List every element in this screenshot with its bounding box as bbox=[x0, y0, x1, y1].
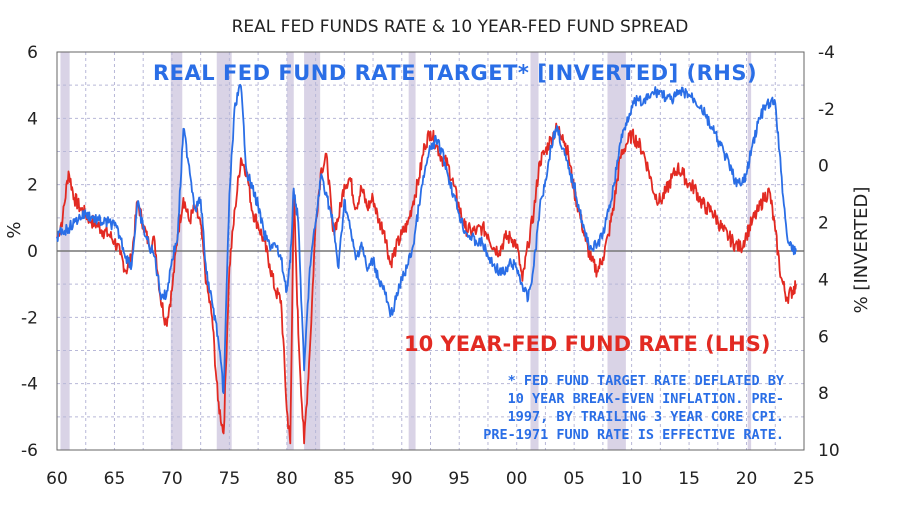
x-tick-label: 85 bbox=[333, 469, 355, 489]
series-layer bbox=[56, 83, 797, 445]
left-tick-label: 2 bbox=[27, 176, 38, 196]
right-tick-label: -2 bbox=[818, 100, 835, 120]
chart-title: REAL FED FUNDS RATE & 10 YEAR-FED FUND S… bbox=[232, 17, 689, 37]
x-tick-label: 15 bbox=[678, 469, 700, 489]
left-tick-label: 6 bbox=[27, 43, 38, 63]
right-tick-label: 8 bbox=[818, 384, 829, 404]
left-tick-label: -2 bbox=[21, 308, 38, 328]
series-line-real-fed-rate bbox=[56, 83, 797, 394]
right-tick-label: -4 bbox=[818, 43, 835, 63]
x-tick-label: 20 bbox=[736, 469, 758, 489]
left-tick-label: -6 bbox=[21, 441, 38, 461]
right-tick-label: 2 bbox=[818, 214, 829, 234]
x-tick-label: 75 bbox=[219, 469, 241, 489]
blue-series-label: REAL FED FUND RATE TARGET* [INVERTED] (R… bbox=[153, 61, 757, 85]
footnote-line-3: 1997, BY TRAILING 3 YEAR CORE CPI. bbox=[508, 409, 784, 425]
red-series-label: 10 YEAR-FED FUND RATE (LHS) bbox=[404, 332, 770, 356]
x-tick-label: 80 bbox=[276, 469, 298, 489]
left-tick-label: 4 bbox=[27, 109, 38, 129]
x-tick-label: 70 bbox=[161, 469, 183, 489]
left-tick-label: 0 bbox=[27, 242, 38, 262]
right-axis-ticks: -4 -2 0 2 4 6 8 10 bbox=[818, 43, 840, 461]
left-tick-label: -4 bbox=[21, 375, 38, 395]
x-tick-label: 95 bbox=[448, 469, 470, 489]
plot-frame bbox=[56, 51, 805, 451]
x-tick-label: 90 bbox=[391, 469, 413, 489]
x-tick-label: 05 bbox=[563, 469, 585, 489]
y-axis-label-left: % bbox=[4, 221, 25, 238]
x-tick-label: 10 bbox=[621, 469, 643, 489]
x-tick-label: 60 bbox=[46, 469, 68, 489]
footnote-line-1: * FED FUND TARGET RATE DEFLATED BY bbox=[508, 373, 785, 389]
x-axis-ticks: 60 65 70 75 80 85 90 95 00 05 10 15 20 25 bbox=[46, 469, 815, 489]
right-tick-label: 4 bbox=[818, 270, 829, 290]
right-tick-label: 10 bbox=[818, 441, 840, 461]
x-tick-label: 00 bbox=[506, 469, 528, 489]
left-axis-ticks: 6 4 2 0 -2 -4 -6 bbox=[21, 43, 38, 461]
series-line-spread bbox=[56, 122, 797, 445]
right-tick-label: 0 bbox=[818, 157, 829, 177]
footnote-line-2: 10 YEAR BREAK-EVEN INFLATION. PRE- bbox=[508, 391, 784, 407]
y-axis-label-right: % [INVERTED] bbox=[851, 187, 872, 314]
x-tick-label: 65 bbox=[104, 469, 126, 489]
right-tick-label: 6 bbox=[818, 327, 829, 347]
footnote-line-4: PRE-1971 FUND RATE IS EFFECTIVE RATE. bbox=[483, 427, 784, 443]
x-tick-label: 25 bbox=[793, 469, 815, 489]
